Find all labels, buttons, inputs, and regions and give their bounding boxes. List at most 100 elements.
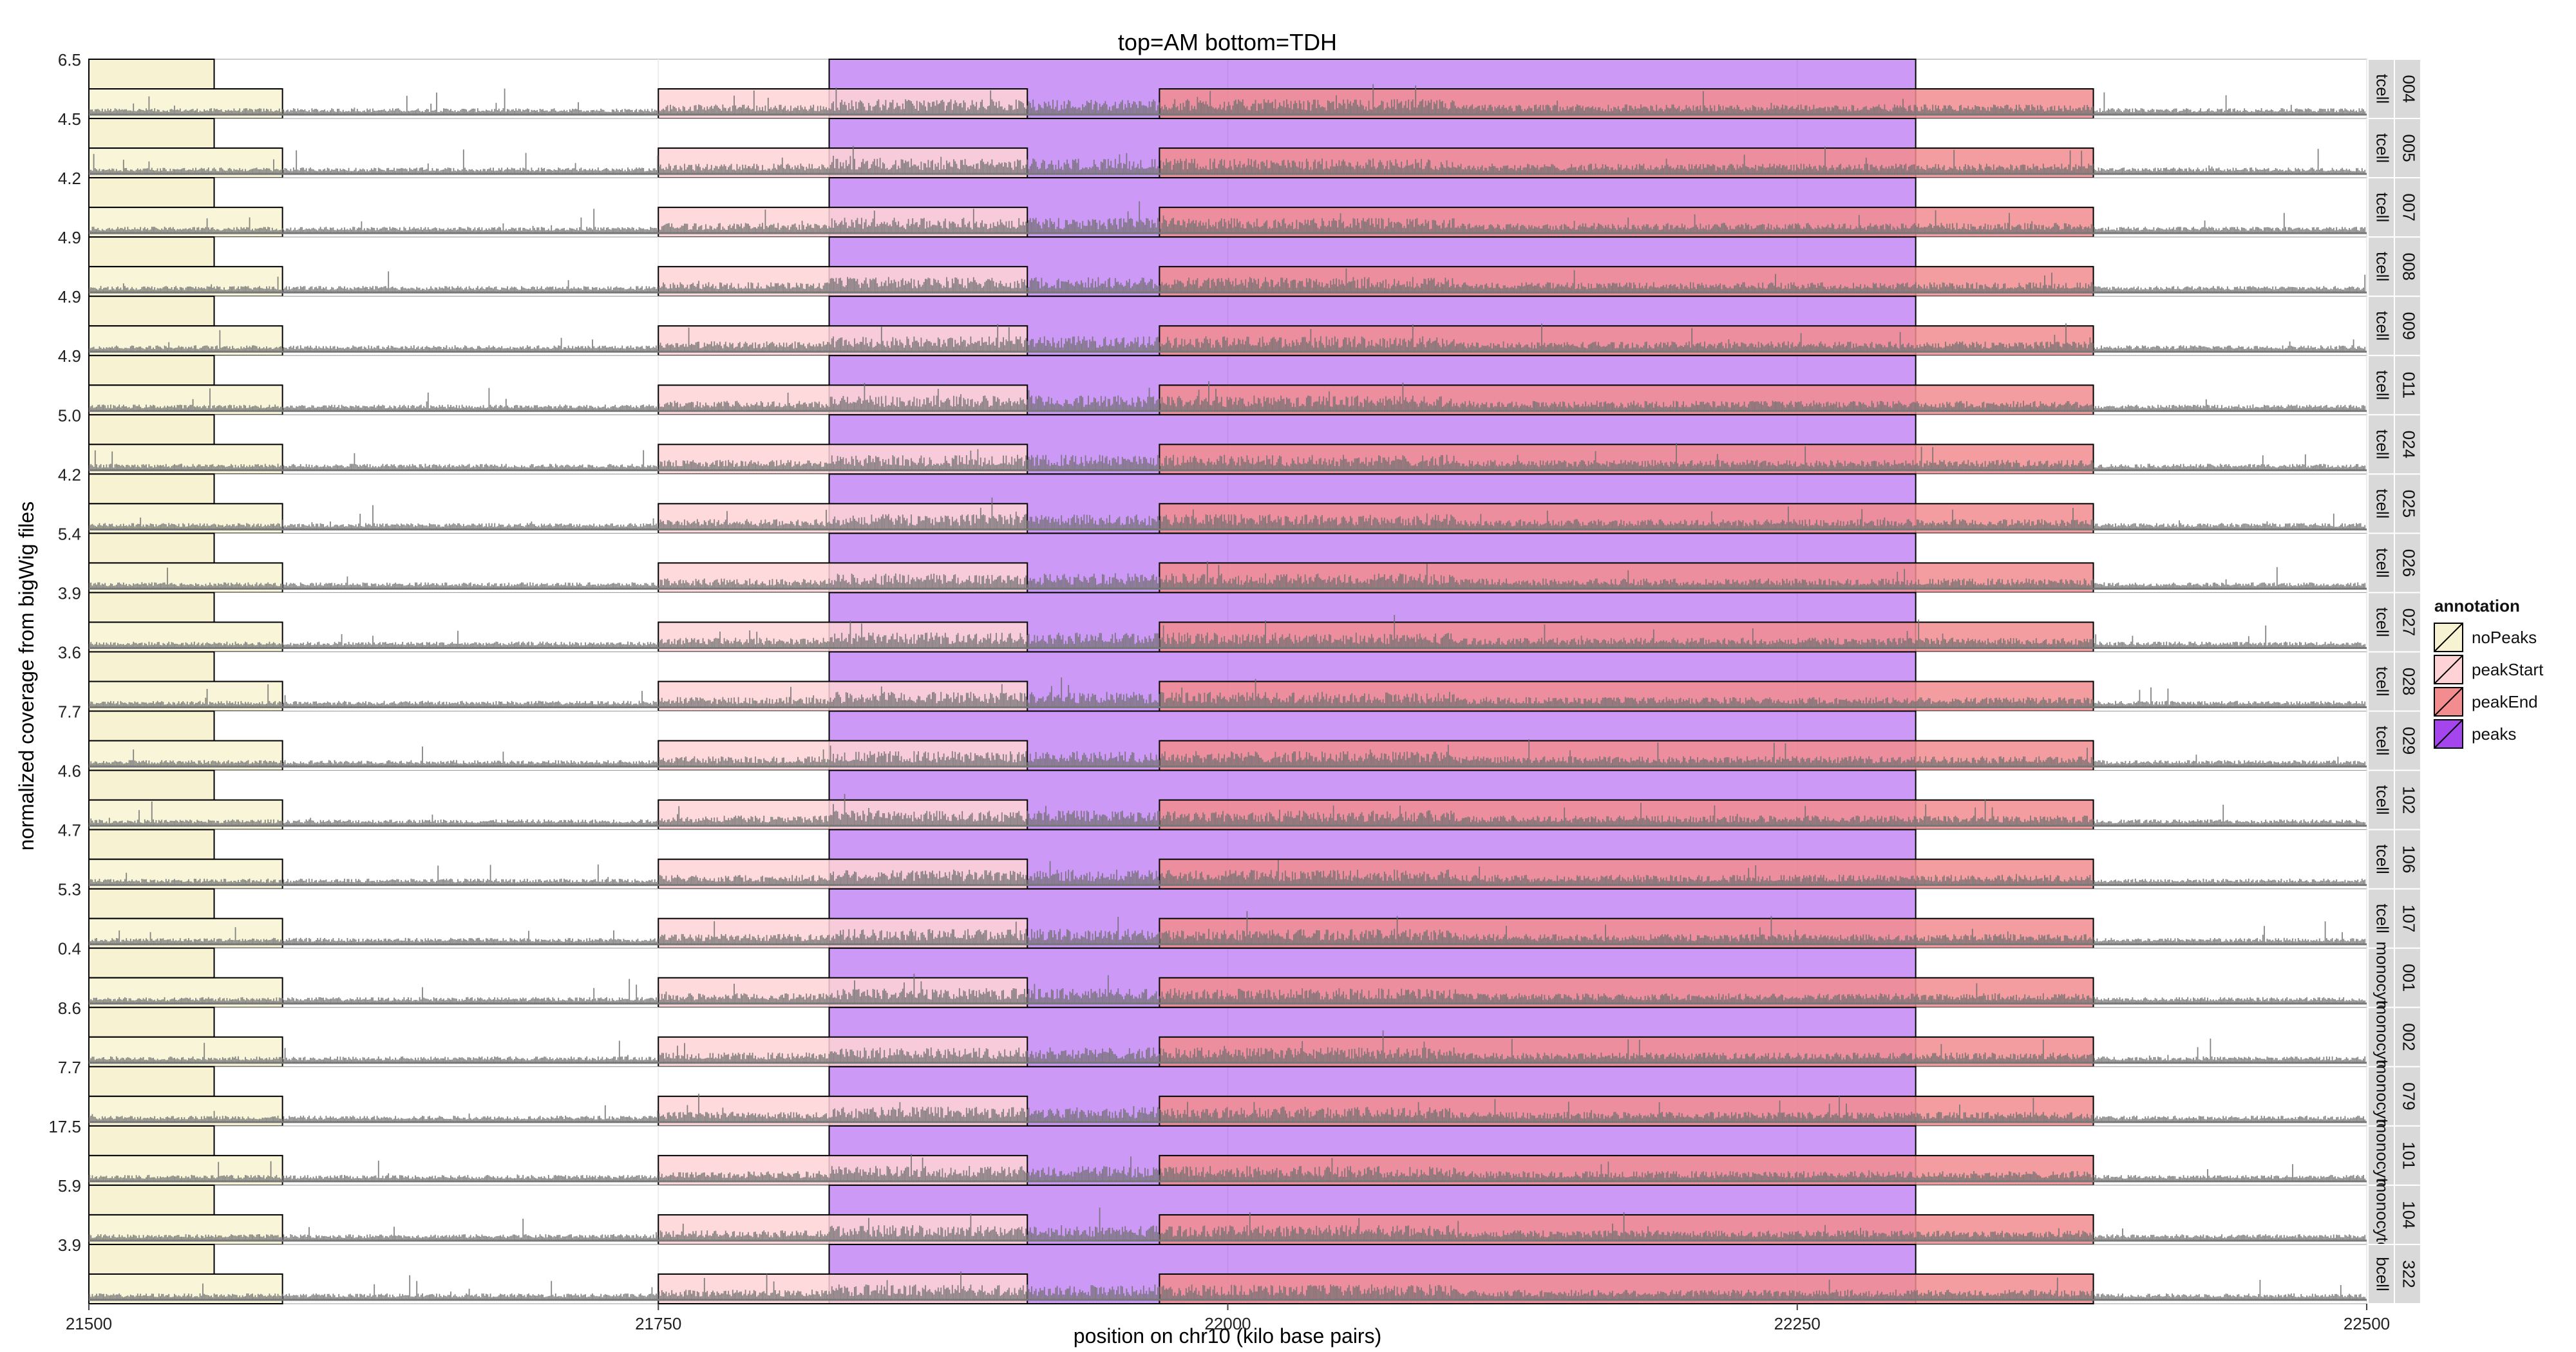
annotation-noPeaks-top [88,1125,215,1156]
panel-005: tcell 005 4.5 [58,109,2421,179]
annotation-noPeaks-top [88,888,215,919]
y-tick-label: 5.3 [58,880,81,899]
annotation-noPeaks-top [88,592,215,623]
panel-008: tcell 008 4.9 [58,228,2421,297]
facet-cell-type-label: bcell [2373,1257,2392,1291]
x-tick-label: 22000 [1204,1314,1251,1333]
facet-cell-type-label: tcell [2373,845,2392,874]
annotation-noPeaks-top [88,1006,215,1038]
facet-cell-type-label: tcell [2373,489,2392,518]
y-tick-label: 7.7 [58,1058,81,1077]
panel-102: tcell 102 4.6 [58,762,2421,831]
facet-sample-label: 322 [2400,1260,2419,1288]
panel-079: monocyte 079 7.7 [58,1058,2421,1132]
x-tick-label: 21500 [66,1314,112,1333]
x-tick-label: 21750 [635,1314,681,1333]
coverage-signal [89,615,2366,648]
facet-cell-type-label: monocyte [2373,1060,2392,1132]
facet-sample-label: 028 [2400,668,2419,695]
coverage-signal [89,739,2366,767]
annotation-noPeaks-top [88,296,215,327]
facet-cell-type-label: monocyte [2373,1120,2392,1192]
facet-cell-type-label: tcell [2373,666,2392,696]
panel-029: tcell 029 7.7 [58,702,2421,771]
y-tick-label: 7.7 [58,702,81,722]
panel-004: tcell 004 6.5 [58,50,2421,120]
chart-title: top=AM bottom=TDH [1118,29,1337,55]
facet-sample-label: 101 [2400,1141,2419,1169]
y-axis-label: normalized coverage from bigWig files [15,502,38,850]
annotation-noPeaks-top [88,651,215,682]
facet-sample-label: 027 [2400,608,2419,636]
facet-cell-type-label: tcell [2373,192,2392,222]
panel-106: tcell 106 4.7 [58,821,2421,890]
panel-002: monocyte 002 8.6 [58,999,2421,1073]
facet-sample-label: 024 [2400,431,2419,458]
facet-sample-label: 025 [2400,490,2419,518]
facet-cell-type-label: tcell [2373,548,2392,577]
coverage-signal [89,1207,2366,1241]
annotation-noPeaks-top [88,414,215,446]
x-axis: 21500 21750 22000 22250 22500 [66,1304,2390,1333]
annotation-noPeaks-top [88,236,215,268]
y-tick-label: 3.9 [58,583,81,603]
y-tick-label: 3.6 [58,643,81,662]
panel-104: monocyte 104 5.9 [58,1176,2421,1251]
coverage-signal [89,381,2366,411]
facet-sample-label: 026 [2400,549,2419,577]
y-tick-label: 5.9 [58,1176,81,1196]
facet-cell-type-label: tcell [2373,311,2392,341]
coverage-signal [89,497,2366,530]
facet-cell-type-label: monocyte [2373,941,2392,1014]
facet-sample-label: 079 [2400,1082,2419,1110]
facet-cell-type-label: tcell [2373,252,2392,281]
panels-group: tcell 004 6.5 tcell 005 4.5 tcell 007 4.2 tcell 00… [48,50,2421,1305]
coverage-signal [89,1154,2366,1181]
y-tick-label: 4.7 [58,821,81,840]
facet-sample-label: 004 [2400,75,2419,102]
facet-cell-type-label: monocyte [2373,1179,2392,1252]
legend-title: annotation [2434,596,2520,615]
panel-101: monocyte 101 17.5 [48,1117,2421,1192]
facet-sample-label: 008 [2400,252,2419,280]
legend-key-slash [2434,655,2463,684]
facet-sample-label: 009 [2400,312,2419,340]
coverage-signal [89,268,2366,293]
annotation-noPeaks-top [88,118,215,149]
coverage-signal [89,84,2366,115]
x-tick-label: 22500 [2344,1314,2390,1333]
facet-sample-label: 002 [2400,1023,2419,1051]
coverage-signal [89,1272,2366,1300]
facet-sample-label: 106 [2400,845,2419,873]
y-tick-label: 6.5 [58,50,81,70]
coverage-signal [89,1030,2366,1063]
facet-sample-label: 029 [2400,727,2419,755]
panel-027: tcell 027 3.9 [58,583,2421,653]
panel-001: monocyte 001 0.4 [58,939,2421,1014]
panel-011: tcell 011 4.9 [58,346,2421,416]
annotation-noPeaks-top [88,829,215,860]
x-axis-label: position on chr10 (kilo base pairs) [1074,1324,1381,1347]
facet-sample-label: 007 [2400,193,2419,221]
facet-cell-type-label: tcell [2373,133,2392,163]
legend-key-slash [2434,719,2463,749]
panel-025: tcell 025 4.2 [58,465,2421,534]
facet-sample-label: 011 [2400,372,2419,399]
annotation-noPeaks-top [88,1066,215,1097]
y-tick-label: 8.6 [58,999,81,1018]
legend: annotation noPeaks peakStart peakEnd peaks [2434,596,2544,749]
y-tick-label: 5.4 [58,524,81,543]
legend-label-noPeaks: noPeaks [2472,628,2537,647]
facet-cell-type-label: tcell [2373,74,2392,104]
facet-cell-type-label: tcell [2373,370,2392,400]
y-tick-label: 4.9 [58,346,81,366]
annotation-noPeaks-top [88,947,215,979]
panel-322: bcell 322 3.9 [58,1235,2421,1305]
y-tick-label: 17.5 [48,1117,81,1136]
facet-sample-label: 005 [2400,134,2419,162]
y-tick-label: 4.2 [58,169,81,188]
y-tick-label: 4.2 [58,465,81,484]
y-tick-label: 4.9 [58,287,81,306]
facet-cell-type-label: tcell [2373,726,2392,755]
